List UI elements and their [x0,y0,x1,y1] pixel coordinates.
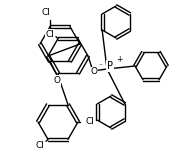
Text: Cl: Cl [41,8,50,17]
Text: O: O [54,76,61,85]
Text: O: O [90,68,98,76]
Text: P: P [107,61,113,71]
Text: ⁻: ⁻ [98,61,102,70]
Text: Cl: Cl [86,117,95,126]
Text: +: + [116,55,122,64]
Text: Cl: Cl [36,141,44,150]
Text: Cl: Cl [46,30,54,39]
